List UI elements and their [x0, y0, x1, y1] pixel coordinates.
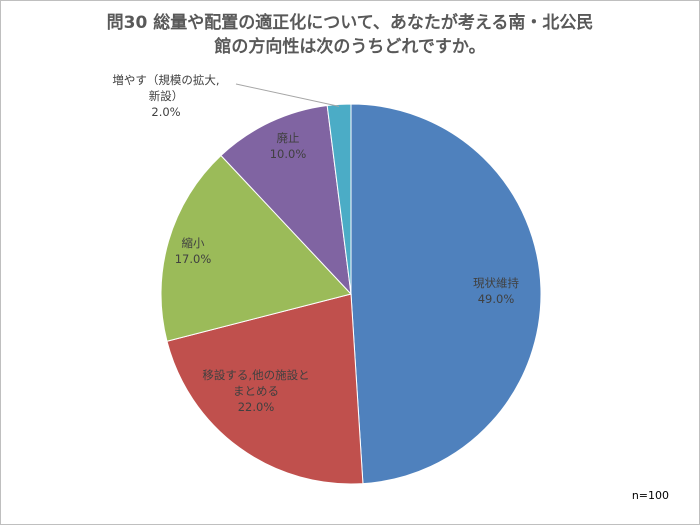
value-label: 17.0% — [174, 252, 212, 266]
leader-line — [235, 83, 340, 107]
data-label: 現状維持 49.0% — [473, 275, 519, 307]
chart-title: 問30 総量や配置の適正化について、あなたが考える南・北公民 館の方向性は次のう… — [106, 13, 594, 57]
category-label: 縮小 — [181, 236, 205, 250]
category-label: 現状維持 — [473, 276, 519, 290]
value-label: 2.0% — [151, 105, 181, 119]
pie-slice — [166, 293, 364, 485]
category-label: 移設する,他の施設と まとめる — [202, 368, 310, 398]
data-label: 増やす（規模の拡大, 新設） 2.0% — [112, 72, 219, 120]
pie-slice — [350, 103, 542, 485]
data-label: 廃止 10.0% — [270, 130, 307, 162]
category-label: 廃止 — [276, 131, 300, 145]
data-label: 縮小 17.0% — [175, 235, 212, 267]
category-label: 増やす（規模の拡大, 新設） — [112, 73, 220, 103]
annotation: n=100 — [631, 489, 669, 502]
data-label: 移設する,他の施設と まとめる 22.0% — [202, 367, 309, 415]
pie-slice — [160, 154, 352, 342]
value-label: 10.0% — [269, 147, 307, 161]
value-label: 49.0% — [477, 292, 515, 306]
value-label: 22.0% — [237, 400, 275, 414]
pie-slice — [326, 103, 352, 295]
pie-slice — [220, 104, 352, 296]
